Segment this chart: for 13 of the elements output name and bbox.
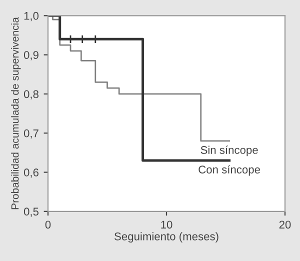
- y-tick-label: 0,9: [24, 51, 38, 60]
- series-label: Con síncope: [198, 165, 260, 176]
- y-tick-label: 0,7: [24, 129, 38, 139]
- x-tick-label: 10: [161, 220, 172, 229]
- series-label: Sin síncope: [200, 146, 258, 156]
- x-tick-label: 20: [279, 220, 291, 229]
- y-tick-label: 0,8: [24, 90, 38, 100]
- y-tick-label: 1,0: [24, 12, 39, 22]
- x-axis-title: Seguimiento (meses): [114, 232, 218, 243]
- y-tick-label: 0,6: [24, 168, 38, 178]
- x-tick-label: 0: [45, 220, 51, 229]
- y-axis-title: Probabilidad acumulada de supervivencia: [11, 17, 21, 210]
- y-tick-label: 0,5: [24, 208, 39, 217]
